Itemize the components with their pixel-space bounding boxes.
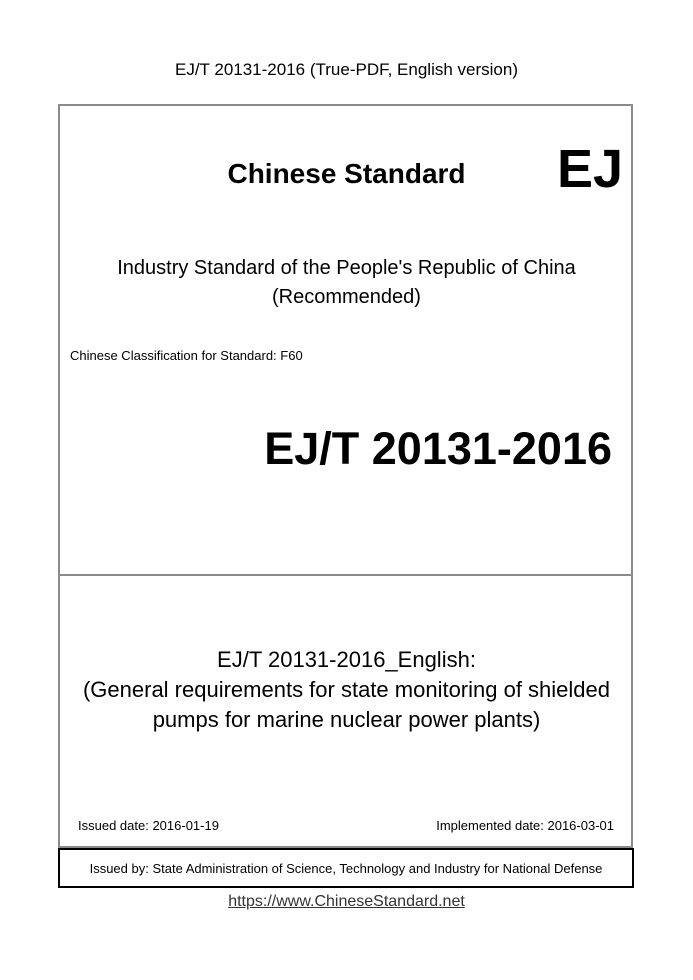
classification: Chinese Classification for Standard: F60 (70, 348, 303, 363)
industry-line-2: (Recommended) (272, 286, 421, 308)
industry-line-1: Industry Standard of the People's Republ… (117, 257, 576, 279)
english-title-line-2: (General requirements for state monitori… (82, 677, 611, 702)
cover-divider (58, 574, 633, 576)
cover-frame (58, 104, 633, 848)
english-title-line-1: EJ/T 20131-2016_English: (217, 647, 476, 672)
standard-code: EJ/T 20131-2016 (264, 423, 612, 474)
english-title-line-3: pumps for marine nuclear power plants) (152, 707, 541, 732)
document-header-title: EJ/T 20131-2016 (True-PDF, English versi… (175, 60, 518, 79)
issuer-box: Issued by: State Administration of Scien… (58, 848, 634, 888)
issued-by: Issued by: State Administration of Scien… (89, 860, 603, 876)
issued-date: Issued date: 2016-01-19 (78, 818, 219, 833)
website-link[interactable]: https://www.ChineseStandard.net (228, 893, 465, 910)
standard-badge: EJ (557, 139, 624, 199)
implemented-date: Implemented date: 2016-03-01 (436, 818, 614, 833)
cover-heading: Chinese Standard (227, 158, 466, 189)
